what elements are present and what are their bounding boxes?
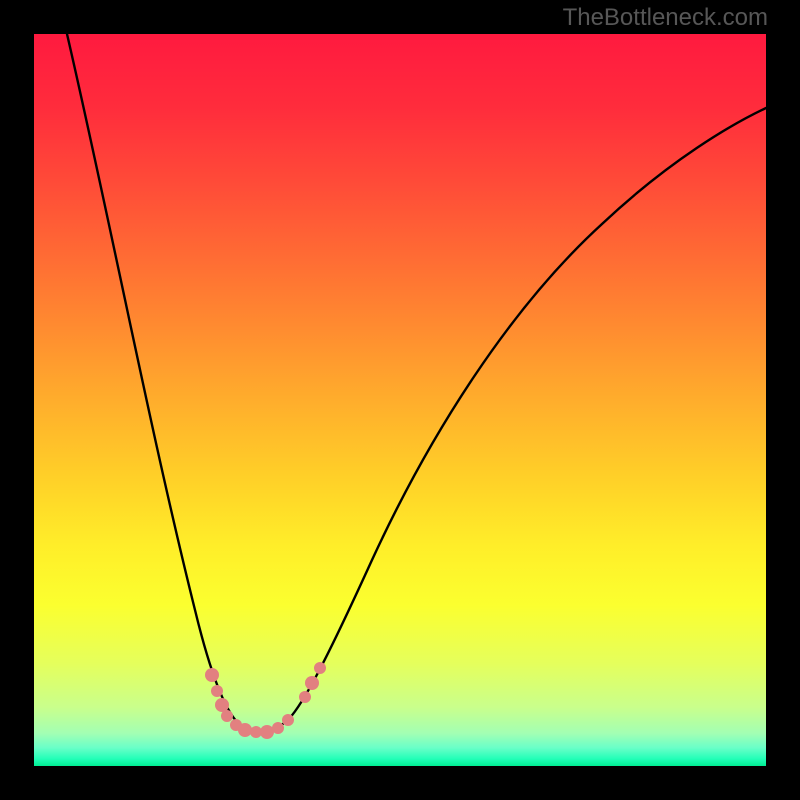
curve-marker	[272, 722, 284, 734]
curve-marker	[215, 698, 229, 712]
curve-marker	[238, 723, 252, 737]
curve-marker	[299, 691, 311, 703]
curve-marker	[211, 685, 223, 697]
chart-container: TheBottleneck.com	[0, 0, 800, 800]
bottleneck-curve	[34, 34, 766, 766]
curve-marker	[221, 710, 233, 722]
v-curve-path	[67, 34, 766, 731]
gradient-plot-area	[34, 34, 766, 766]
watermark-text: TheBottleneck.com	[563, 4, 768, 32]
curve-marker	[205, 668, 219, 682]
curve-marker	[260, 725, 274, 739]
curve-marker	[282, 714, 294, 726]
curve-marker	[314, 662, 326, 674]
curve-marker	[305, 676, 319, 690]
